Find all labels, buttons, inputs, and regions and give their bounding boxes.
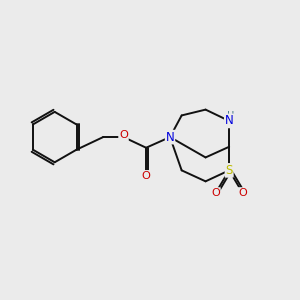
Text: S: S bbox=[226, 164, 233, 177]
Text: O: O bbox=[119, 130, 128, 140]
Text: N: N bbox=[225, 114, 233, 128]
Text: O: O bbox=[211, 188, 220, 198]
Text: H: H bbox=[227, 111, 235, 121]
Text: O: O bbox=[238, 188, 247, 198]
Text: N: N bbox=[166, 130, 174, 144]
Text: O: O bbox=[142, 171, 151, 181]
